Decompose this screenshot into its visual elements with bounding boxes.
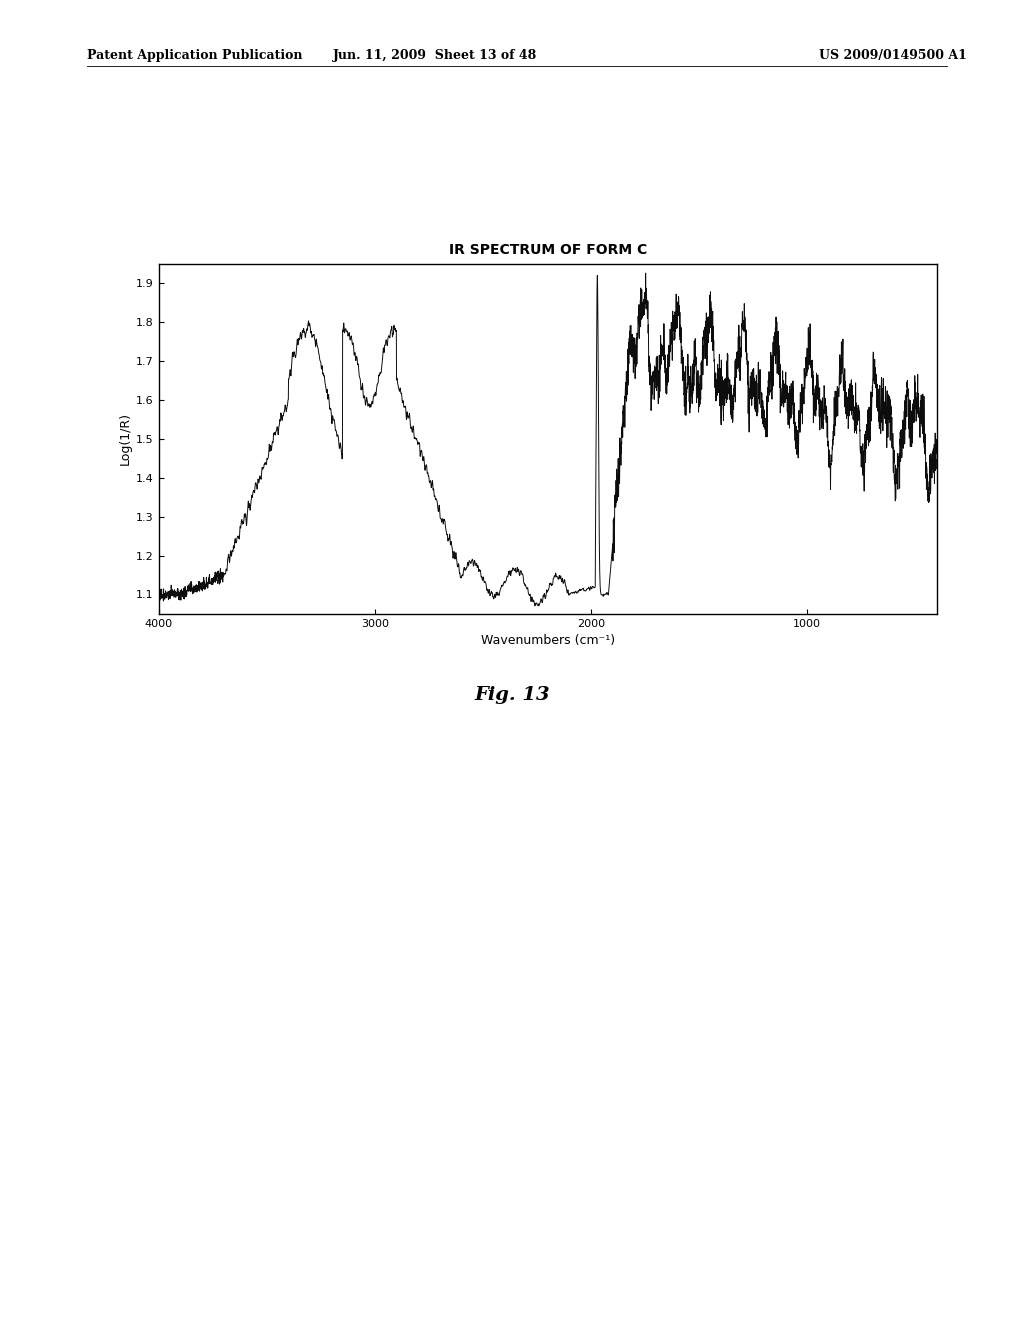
Title: IR SPECTRUM OF FORM C: IR SPECTRUM OF FORM C xyxy=(449,243,647,257)
X-axis label: Wavenumbers (cm⁻¹): Wavenumbers (cm⁻¹) xyxy=(481,634,614,647)
Text: US 2009/0149500 A1: US 2009/0149500 A1 xyxy=(819,49,967,62)
Text: Jun. 11, 2009  Sheet 13 of 48: Jun. 11, 2009 Sheet 13 of 48 xyxy=(333,49,538,62)
Text: Patent Application Publication: Patent Application Publication xyxy=(87,49,302,62)
Y-axis label: Log(1/R): Log(1/R) xyxy=(119,412,132,466)
Text: Fig. 13: Fig. 13 xyxy=(474,686,550,705)
